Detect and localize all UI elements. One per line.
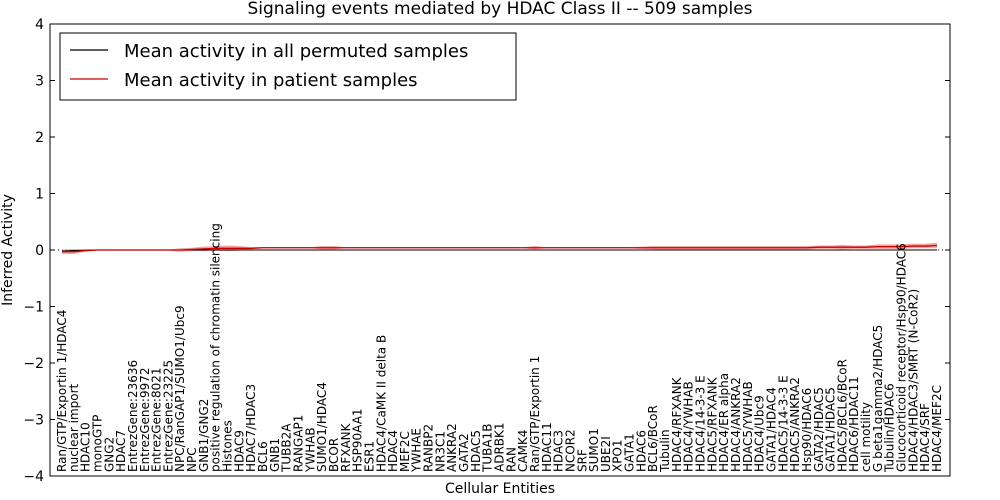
category-label: YWHAE (410, 428, 424, 473)
category-label: HSP90AA1 (351, 408, 365, 472)
y-tick-label: −4 (23, 469, 44, 485)
category-label: Histones (221, 420, 235, 472)
y-axis-label: Inferred Activity (0, 194, 16, 306)
series-layer (61, 244, 938, 253)
category-label: TUBA1B (481, 424, 495, 473)
category-label: HDAC5/ANKRA2 (788, 377, 802, 472)
y-tick-label: 0 (35, 243, 44, 259)
category-label: NPC (185, 447, 199, 472)
category-label: RANBP2 (422, 424, 436, 472)
y-tick-label: −2 (23, 356, 44, 372)
plot-frame (49, 23, 951, 477)
category-label: UBE2I (599, 436, 613, 472)
category-label: YWHAB (303, 427, 317, 473)
category-label: GATA2 (457, 433, 471, 472)
category-label: GNG2 (102, 437, 116, 472)
category-label: HDAC6 (634, 430, 648, 472)
category-label: HDAC4/HDAC3/SMRT (N-CoR2) (906, 289, 920, 472)
category-label: RFXANK (339, 422, 353, 472)
category-label: HDAC11 (540, 422, 554, 472)
category-label: RAN (504, 447, 518, 472)
y-tick-label: −3 (23, 413, 44, 429)
category-label: Ran/GTP/Exportin 1/HDAC4 (55, 310, 69, 472)
category-label: GATA1 (623, 433, 637, 472)
category-label: HDAC4/Ubc9 (753, 395, 767, 472)
category-label: HDAC5/YWHAB (741, 381, 755, 472)
category-label: SRF (575, 449, 589, 472)
category-label: HDAC9 (232, 430, 246, 472)
series-line-patient (62, 244, 938, 253)
category-label: Tubulin/HDAC6 (883, 383, 897, 473)
category-label: Tubulin (658, 429, 672, 473)
y-tick-label: −1 (23, 300, 44, 316)
chart-title: Signaling events mediated by HDAC Class … (247, 0, 752, 19)
category-label: Ran/GTP/Exportin 1 (528, 356, 542, 472)
category-label: NCOR2 (563, 429, 577, 472)
category-label: HDAC4/CaMK II delta B (374, 335, 388, 472)
category-label: cell motility (859, 402, 873, 472)
category-label: BCOR (327, 438, 341, 472)
category-label: HDAC7 (114, 430, 128, 472)
category-label: GATA1/HDAC4 (764, 387, 778, 472)
category-label: TUBB2A (280, 423, 294, 473)
category-label: MEF2C (398, 431, 412, 472)
category-label: HDAC7/HDAC3 (244, 384, 258, 472)
category-label: BCL6/BCoR (646, 405, 660, 472)
category-label: HDAC4/YWHAB (682, 381, 696, 472)
category-label: Glucocorticoid receptor/Hsp90/HDAC6 (895, 243, 909, 472)
legend-box (59, 32, 517, 101)
category-label: EntrezGene:8021 (150, 368, 164, 473)
category-label: HDAC4/14-3-3 E (694, 375, 708, 472)
category-label: XPO1 (611, 439, 625, 472)
y-ticks: −4 −3 −2 −1 0 1 2 3 4 (23, 17, 950, 485)
category-label: positive regulation of chromatin silenci… (209, 223, 223, 472)
y-tick-label: 2 (35, 130, 44, 146)
series-line-permuted (61, 249, 937, 252)
category-label: HDAC10 (79, 422, 93, 472)
category-label: nuclear import (67, 383, 81, 472)
category-label: SUMO1/HDAC4 (315, 382, 329, 472)
category-label: Hsp90/HDAC6 (800, 388, 814, 472)
category-label: monoGTP (90, 415, 104, 472)
category-label: HDAC4/ANKRA2 (729, 377, 743, 472)
category-label: RANGAP1 (291, 415, 305, 472)
category-label: GATA1/HDAC5 (824, 387, 838, 472)
x-axis-label: Cellular Entities (445, 481, 555, 497)
category-label: HDAC6/HDAC11 (847, 376, 861, 472)
category-label: HDAC4/SRF (918, 403, 932, 472)
category-label: HDAC5/14-3-3 E (776, 375, 790, 472)
category-label: CAMK4 (516, 430, 530, 472)
category-label: HDAC4/RFXANK (670, 376, 684, 472)
category-label: GATA2/HDAC5 (812, 387, 826, 472)
category-label: ADRBK1 (493, 422, 507, 472)
legend: Mean activity in all permuted samples Me… (59, 32, 517, 101)
category-label: HDAC5/RFXANK (705, 376, 719, 472)
category-label: ESR1 (362, 441, 376, 472)
category-label: HDAC5/BCL6/BCoR (835, 359, 849, 472)
legend-label-permuted: Mean activity in all permuted samples (124, 41, 468, 62)
y-tick-label: 4 (35, 17, 44, 33)
category-label: BCL6 (256, 441, 270, 472)
category-label: GNB1 (268, 438, 282, 472)
category-label: EntrezGene:9972 (138, 368, 152, 473)
category-label: GNB1/GNG2 (197, 399, 211, 472)
category-label: EntrezGene:23225 (161, 360, 175, 472)
category-label: EntrezGene:23636 (126, 360, 140, 472)
category-label: HDAC3 (552, 430, 566, 472)
y-tick-label: 1 (35, 187, 44, 203)
category-label: G beta1gamma2/HDAC5 (871, 325, 885, 472)
category-label: SUMO1 (587, 428, 601, 472)
category-label: HDAC5 (469, 430, 483, 472)
category-label: HDAC4/MEF2C (930, 385, 944, 472)
category-label: HDAC4/ER alpha (717, 373, 731, 472)
category-label: HDAC4 (386, 430, 400, 472)
category-label: NPC/RanGAP1/SUMO1/Ubc9 (173, 305, 187, 472)
category-label: NR3C1 (433, 431, 447, 472)
category-label: ANKRA2 (445, 423, 459, 472)
y-tick-label: 3 (35, 74, 44, 90)
legend-label-patient: Mean activity in patient samples (124, 70, 418, 91)
